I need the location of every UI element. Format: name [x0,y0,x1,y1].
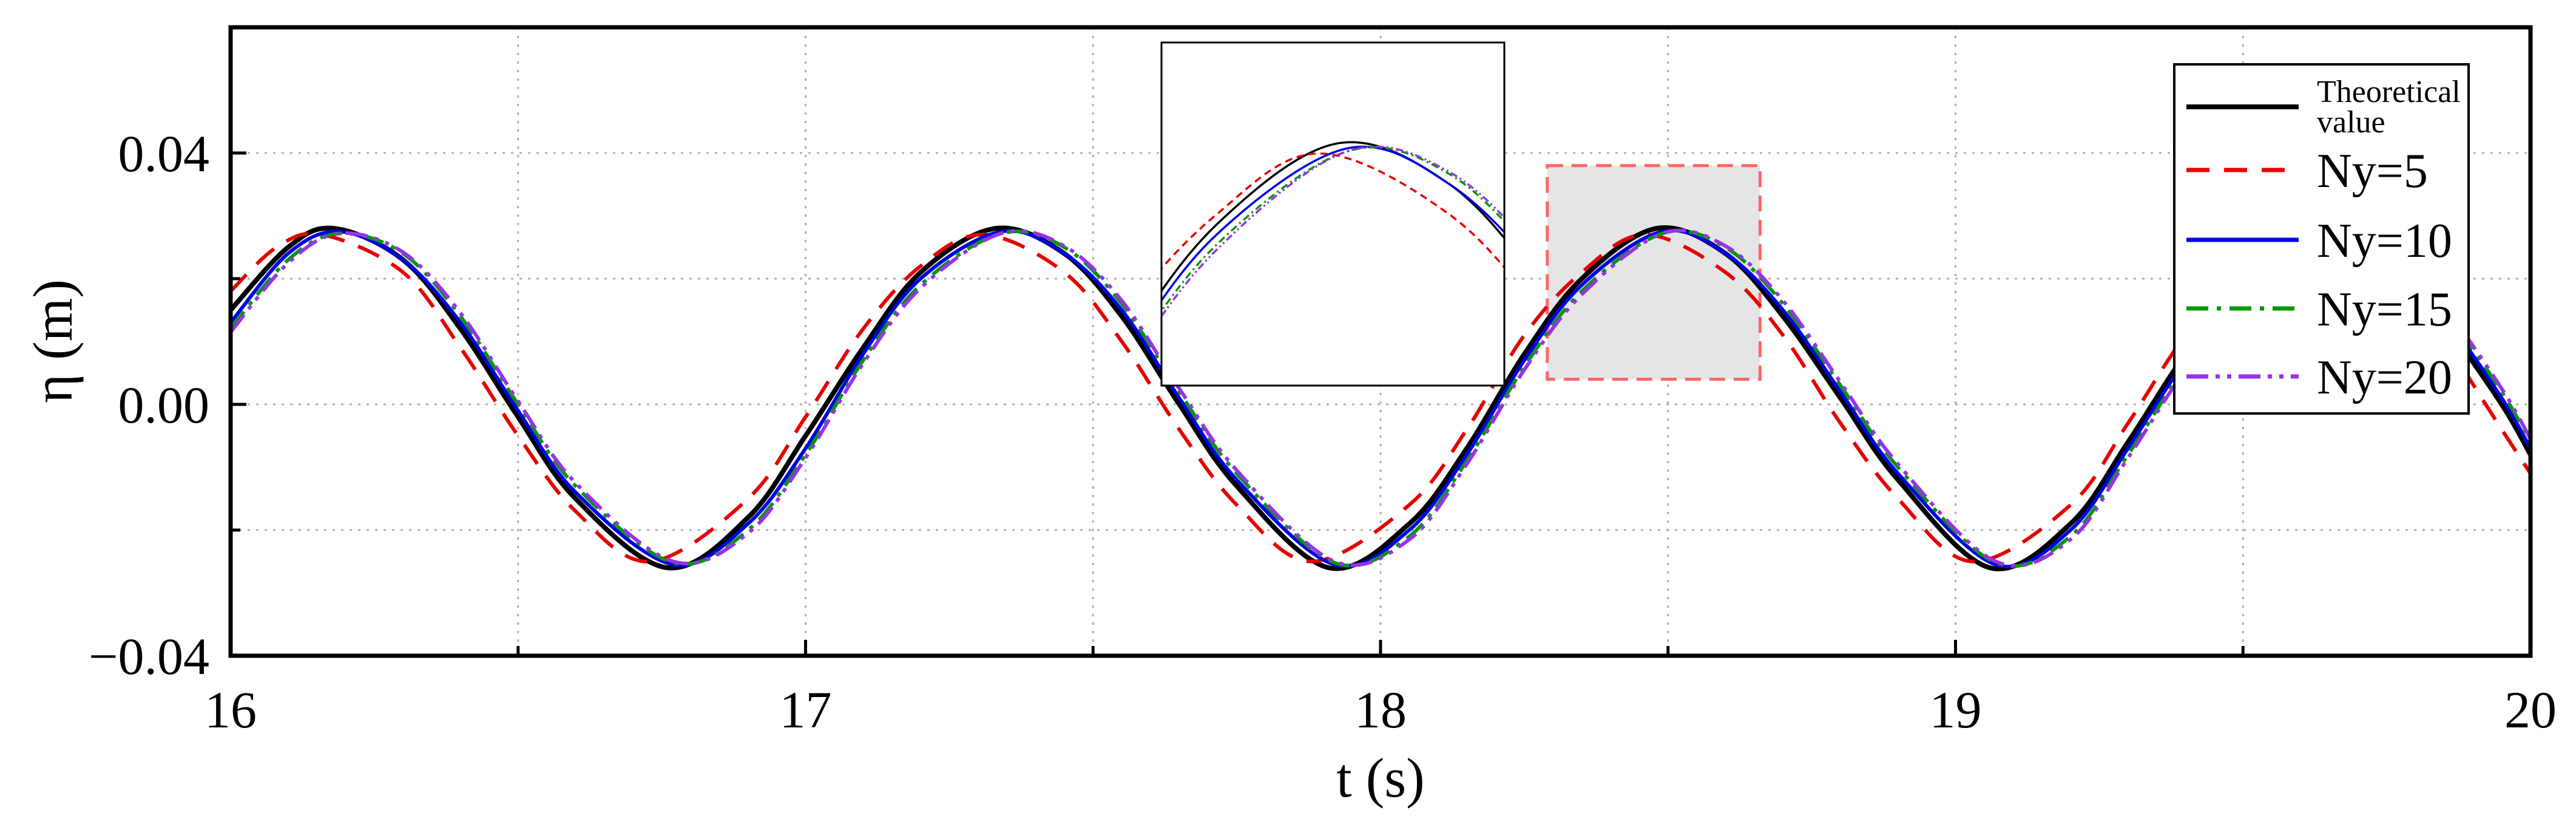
series-line [231,228,2530,568]
inset-frame [1160,41,1506,387]
x-tick-label: 18 [1354,681,1407,739]
y-tick-label: −0.04 [89,627,209,685]
x-tick-label: 16 [205,681,257,739]
legend-label: Ny=5 [2317,145,2428,198]
y-tick-label: 0.00 [118,376,210,434]
x-tick-label: 19 [1930,681,1982,739]
legend-label: Ny=10 [2317,214,2452,268]
legend-label: Ny=20 [2317,351,2452,404]
x-tick-label: 17 [780,681,832,739]
axis-ticks [229,26,2532,658]
x-axis-label: t (s) [1336,747,1425,809]
y-tick-label: 0.04 [118,124,210,183]
legend-label: Ny=15 [2317,283,2452,336]
zoom-inset [1160,41,1506,387]
legend-label: Theoretical value [2317,75,2461,140]
inset-background [1161,43,1504,386]
y-axis-label: η (m) [22,279,84,403]
series-line [231,228,2530,568]
axis-tick-labels: 16 17 18 19 20 −0.04 0.00 0.04 [89,124,2557,739]
series-line [231,228,2530,569]
x-tick-label: 20 [2504,681,2557,739]
